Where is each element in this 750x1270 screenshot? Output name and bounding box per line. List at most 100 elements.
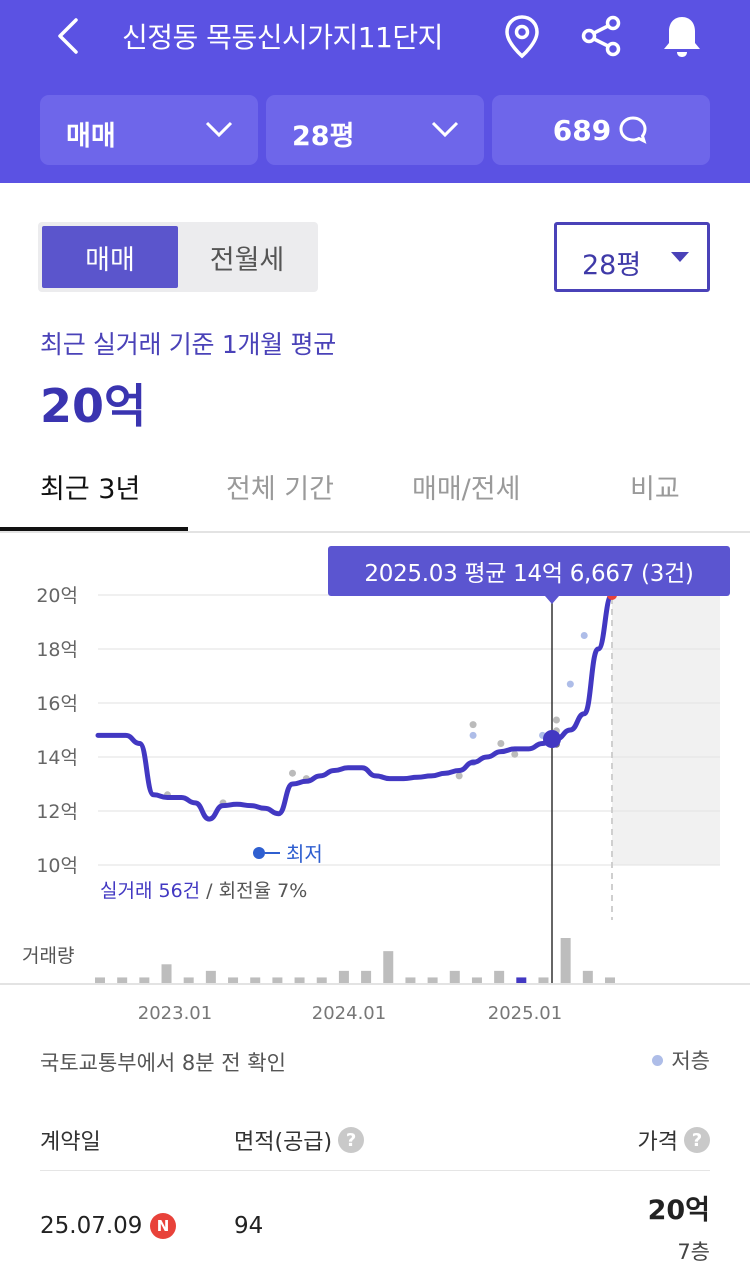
segment-rent[interactable]: 전월세 bbox=[209, 244, 285, 276]
y-tick-label: 10억 bbox=[36, 855, 78, 877]
average-label: 최근 실거래 기준 1개월 평균 bbox=[40, 330, 336, 359]
volume-bar bbox=[538, 977, 549, 984]
source-note: 국토교통부에서 8분 전 확인 bbox=[40, 1051, 286, 1075]
volume-bar bbox=[183, 977, 194, 984]
y-tick-label: 14억 bbox=[36, 747, 78, 769]
volume-label: 거래량 bbox=[22, 945, 74, 967]
deal-dot bbox=[552, 716, 560, 724]
volume-bar bbox=[338, 970, 349, 984]
volume-bar bbox=[272, 977, 283, 984]
comment-count: 689 bbox=[552, 113, 612, 147]
volume-bar bbox=[294, 977, 305, 984]
deal-segment-control: 매매 전월세 bbox=[38, 222, 318, 292]
active-tab-indicator bbox=[0, 527, 188, 531]
column-price-label: 가격 bbox=[637, 1130, 678, 1155]
turnover-rate: / 회전율 7% bbox=[200, 880, 307, 902]
row-price: 20억 bbox=[647, 1195, 710, 1226]
column-area-label: 면적(공급) bbox=[234, 1130, 333, 1155]
deal-dot bbox=[566, 680, 574, 688]
deal-dot bbox=[288, 769, 296, 777]
table-divider bbox=[40, 1170, 710, 1171]
size-dropdown[interactable]: 28평 bbox=[266, 95, 484, 165]
tab-sale-lease[interactable]: 매매/전세 bbox=[412, 474, 521, 505]
volume-bar bbox=[117, 977, 128, 984]
volume-bar bbox=[471, 977, 482, 984]
help-icon[interactable]: ? bbox=[684, 1127, 710, 1153]
deal-dot bbox=[469, 731, 477, 739]
back-arrow-icon[interactable] bbox=[48, 14, 88, 58]
y-tick-label: 16억 bbox=[36, 693, 78, 715]
period-tabs: 최근 3년 전체 기간 매매/전세 비교 bbox=[0, 455, 750, 533]
chart-legend: 저층 bbox=[652, 1045, 710, 1075]
volume-bar bbox=[383, 951, 394, 984]
trade-summary: 실거래 56건 / 회전율 7% bbox=[100, 880, 307, 902]
deal-dot bbox=[497, 740, 505, 747]
deal-type-dropdown[interactable]: 매매 bbox=[40, 95, 258, 165]
price-line bbox=[95, 592, 615, 822]
legend-low-floor: 저층 bbox=[671, 1049, 710, 1073]
low-floor-dot bbox=[652, 1054, 664, 1066]
page-title: 신정동 목동신시가지11단지 bbox=[122, 21, 443, 54]
volume-bar bbox=[449, 970, 460, 984]
trade-count: 실거래 56건 bbox=[100, 880, 200, 902]
chart-tooltip: 2025.03 평균 14억 6,667 (3건) bbox=[328, 546, 730, 596]
x-tick-label: 2025.01 bbox=[488, 1003, 562, 1024]
new-badge: N bbox=[150, 1213, 176, 1239]
deal-dot bbox=[580, 632, 588, 639]
volume-bar bbox=[250, 977, 261, 984]
size-label: 28평 bbox=[292, 121, 355, 152]
volume-bar bbox=[494, 970, 505, 984]
column-price: 가격 ? bbox=[638, 1124, 710, 1156]
row-date: 25.07.09 bbox=[40, 1213, 143, 1239]
x-tick-label: 2023.01 bbox=[138, 1003, 212, 1024]
volume-bar bbox=[95, 977, 105, 984]
forecast-shade bbox=[612, 595, 720, 865]
volume-bar bbox=[516, 977, 527, 984]
min-marker-label: 최저 bbox=[286, 842, 323, 866]
volume-bar bbox=[228, 977, 239, 984]
column-contract-date: 계약일 bbox=[40, 1124, 101, 1156]
volume-bar bbox=[405, 977, 416, 984]
column-area: 면적(공급) ? bbox=[234, 1124, 365, 1156]
deal-type-label: 매매 bbox=[66, 121, 116, 152]
tab-all-period[interactable]: 전체 기간 bbox=[226, 474, 334, 505]
volume-bar bbox=[139, 977, 150, 984]
comments-button[interactable]: 689 bbox=[492, 95, 710, 165]
min-marker-dot bbox=[253, 847, 265, 859]
volume-bar bbox=[205, 970, 216, 984]
chevron-down-icon bbox=[205, 121, 233, 138]
bell-icon[interactable] bbox=[658, 12, 706, 60]
help-icon[interactable]: ? bbox=[338, 1127, 365, 1153]
tab-compare[interactable]: 비교 bbox=[630, 474, 680, 505]
column-contract-date-label: 계약일 bbox=[40, 1130, 101, 1155]
size-select-label: 28평 bbox=[582, 250, 642, 281]
location-pin-icon[interactable] bbox=[498, 12, 546, 60]
volume-bar bbox=[316, 977, 327, 984]
average-value: 20억 bbox=[40, 379, 147, 433]
price-chart[interactable]: 20억 18억 16억 14억 12억 10억 최저 실거래 56건 / 회전율 7% 거… bbox=[0, 533, 750, 1053]
chevron-down-icon bbox=[431, 121, 459, 138]
selected-point[interactable] bbox=[543, 729, 561, 748]
volume-bar bbox=[582, 970, 593, 984]
segment-sale[interactable]: 매매 bbox=[42, 226, 178, 288]
row-floor: 7층 bbox=[677, 1240, 710, 1264]
volume-bar bbox=[361, 970, 372, 984]
volume-bar bbox=[161, 964, 172, 984]
min-marker: 최저 bbox=[253, 842, 323, 866]
tooltip-pointer bbox=[545, 596, 559, 604]
size-select[interactable]: 28평 bbox=[554, 222, 710, 292]
x-tick-label: 2024.01 bbox=[312, 1003, 386, 1024]
y-tick-label: 20억 bbox=[36, 585, 78, 607]
app-header: 신정동 목동신시가지11단지 매매 28평 689 bbox=[0, 0, 750, 183]
deal-dot bbox=[511, 750, 519, 758]
share-icon[interactable] bbox=[578, 12, 626, 60]
volume-bar bbox=[427, 977, 438, 984]
y-tick-label: 18억 bbox=[36, 639, 78, 661]
volume-bar bbox=[560, 938, 571, 984]
row-area: 94 bbox=[234, 1213, 264, 1239]
deal-dot bbox=[469, 721, 477, 729]
y-tick-label: 12억 bbox=[36, 801, 78, 823]
tab-recent-3y[interactable]: 최근 3년 bbox=[40, 474, 141, 505]
volume-bar bbox=[605, 977, 615, 984]
deal-dot bbox=[455, 772, 463, 780]
